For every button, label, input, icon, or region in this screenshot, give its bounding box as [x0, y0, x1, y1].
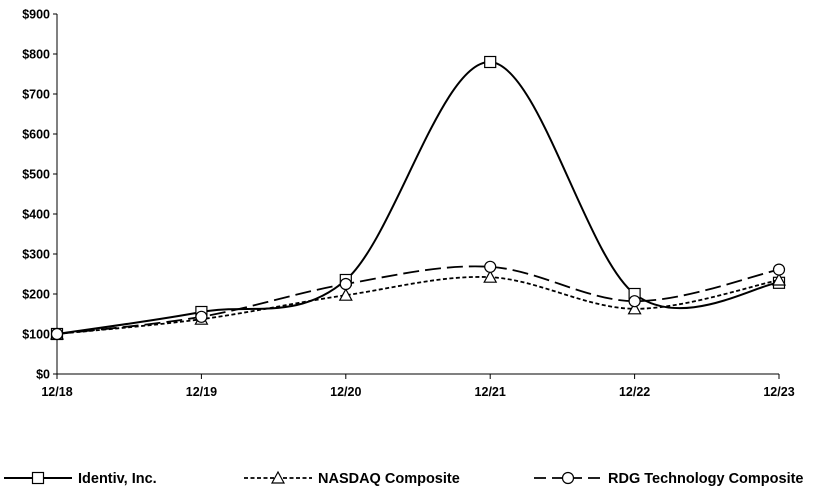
data-point-circle [484, 260, 497, 273]
data-point-circle [339, 277, 352, 291]
x-tick-label: 12/20 [330, 385, 361, 399]
legend-label: Identiv, Inc. [78, 471, 157, 487]
data-point-square [484, 55, 497, 69]
x-axis-ticks: 12/18 12/19 12/20 12/21 12/22 12/23 [41, 374, 795, 399]
series-line [56, 276, 780, 335]
legend-item: RDG Technology Composite [534, 471, 804, 487]
series-circle [50, 260, 786, 341]
data-point-circle [628, 295, 641, 308]
y-tick-label: $800 [22, 48, 50, 62]
data-point-triangle [483, 269, 498, 283]
y-tick-label: $200 [22, 288, 50, 302]
x-tick-label: 12/19 [186, 385, 217, 399]
y-tick-label: $500 [22, 168, 50, 182]
y-tick-label: $100 [22, 328, 50, 342]
legend-label: NASDAQ Composite [318, 471, 460, 487]
data-point-circle [195, 310, 208, 323]
legend-marker-circle [561, 471, 575, 485]
data-point-circle [50, 327, 64, 341]
y-tick-label: $600 [22, 128, 50, 142]
y-tick-label: $0 [36, 368, 50, 382]
data-point-triangle [627, 301, 642, 315]
legend-label: RDG Technology Composite [608, 471, 804, 487]
legend-marker-square [31, 471, 45, 485]
data-point-triangle [771, 272, 787, 286]
y-tick-label: $400 [22, 208, 50, 222]
legend: Identiv, Inc. NASDAQ Composite RDG Technol… [4, 470, 804, 487]
series-triangle [49, 269, 787, 340]
x-tick-label: 12/21 [475, 385, 506, 399]
y-tick-label: $300 [22, 248, 50, 262]
data-point-triangle [338, 287, 353, 301]
y-tick-label: $700 [22, 88, 50, 102]
data-point-circle [772, 263, 786, 276]
x-tick-label: 12/22 [619, 385, 650, 399]
x-tick-label: 12/18 [41, 385, 72, 399]
series-line [56, 265, 780, 335]
legend-item: NASDAQ Composite [244, 470, 460, 487]
axes [56, 14, 779, 375]
legend-item: Identiv, Inc. [4, 471, 157, 487]
legend-marker-triangle [270, 470, 286, 484]
series-line [56, 60, 780, 335]
x-tick-label: 12/23 [763, 385, 794, 399]
series-lines [49, 55, 787, 341]
y-axis-ticks: $0 $100 $200 $300 $400 $500 $600 $700 $800 $900 [22, 8, 57, 382]
y-tick-label: $900 [22, 8, 50, 22]
